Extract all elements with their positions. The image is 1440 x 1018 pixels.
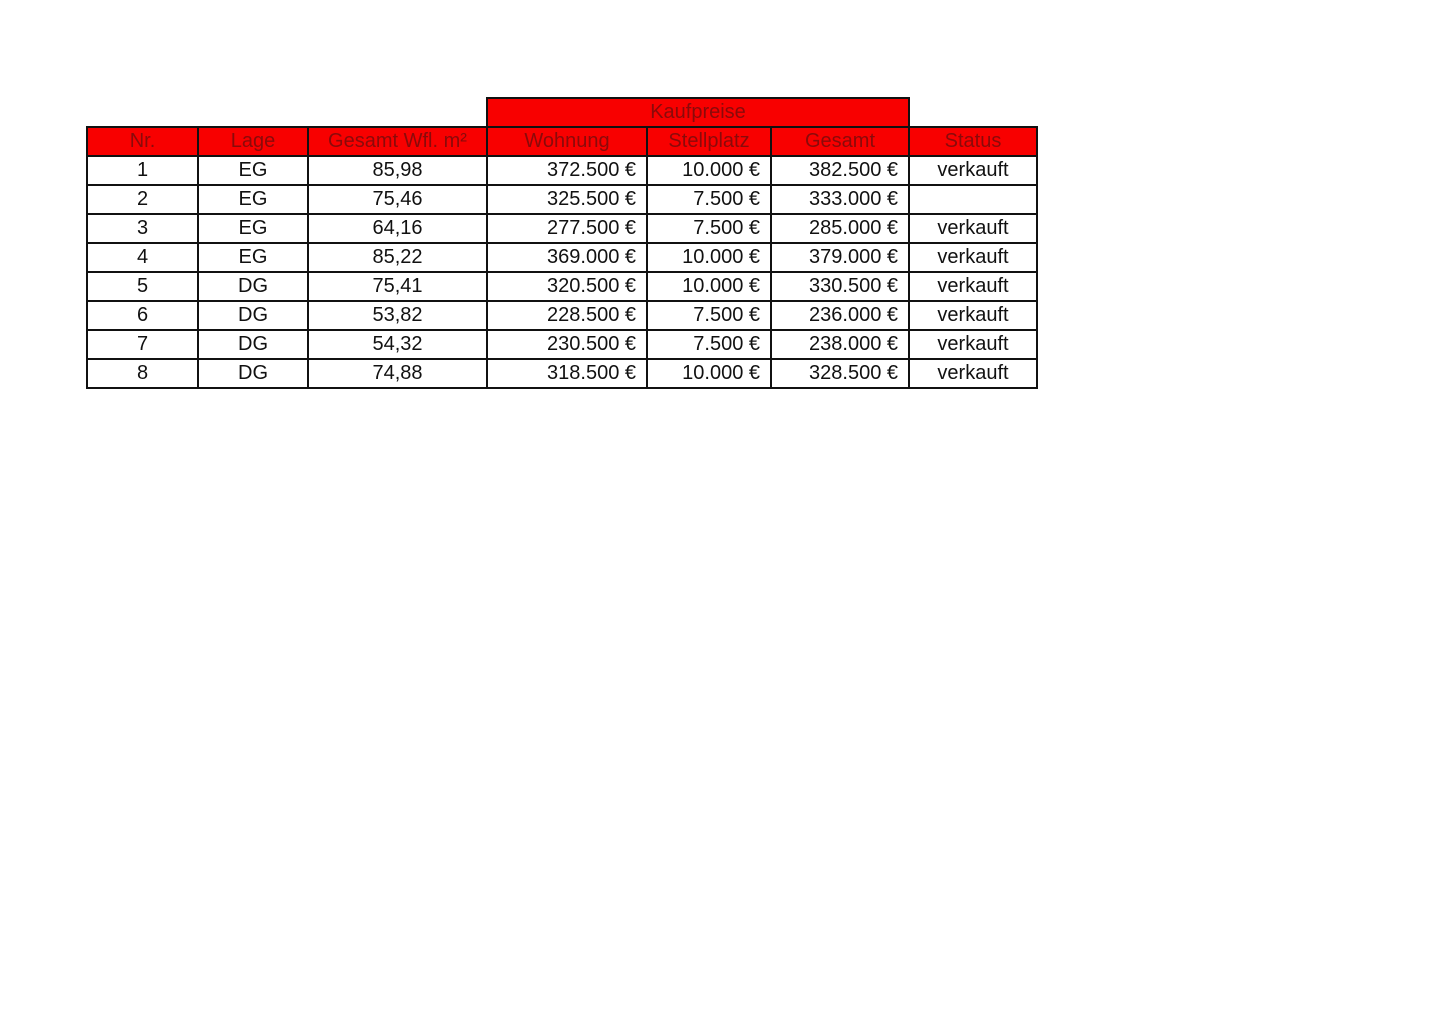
- col-header-nr: Nr.: [86, 126, 199, 157]
- cell-gesamt: 333.000 €: [770, 184, 910, 215]
- col-header-area: Gesamt Wfl. m²: [307, 126, 488, 157]
- cell-gesamt: 236.000 €: [770, 300, 910, 331]
- table-row: 4 EG 85,22 369.000 €10.000 €379.000 € verkau…: [86, 242, 1038, 273]
- cell-lage: DG: [197, 358, 309, 389]
- cell-wohnung: 228.500 €: [486, 300, 648, 331]
- cell-lage: EG: [197, 242, 309, 273]
- cell-nr: 7: [86, 329, 199, 360]
- table-row: 3 EG 64,16 277.500 €7.500 €285.000 € verkauf…: [86, 213, 1038, 244]
- cell-stellplatz: 7.500 €: [646, 213, 772, 244]
- cell-stellplatz: 10.000 €: [646, 271, 772, 302]
- cell-lage: EG: [197, 213, 309, 244]
- table-row: 1 EG 85,98 372.500 €10.000 €382.500 € verkau…: [86, 155, 1038, 186]
- cell-lage: DG: [197, 329, 309, 360]
- table-row: 5 DG 75,41 320.500 €10.000 €330.500 € verkau…: [86, 271, 1038, 302]
- cell-stellplatz: 7.500 €: [646, 184, 772, 215]
- cell-status: verkauft: [908, 300, 1038, 331]
- group-header-kaufpreise: Kaufpreise: [486, 97, 910, 128]
- cell-wohnung: 369.000 €: [486, 242, 648, 273]
- cell-status: verkauft: [908, 155, 1038, 186]
- cell-gesamt: 330.500 €: [770, 271, 910, 302]
- cell-gesamt: 238.000 €: [770, 329, 910, 360]
- cell-wohnung: 320.500 €: [486, 271, 648, 302]
- cell-lage: EG: [197, 184, 309, 215]
- price-table: Kaufpreise Nr. Lage Gesamt Wfl. m² Wohnu…: [86, 97, 1038, 389]
- cell-area: 85,98: [307, 155, 488, 186]
- cell-area: 75,46: [307, 184, 488, 215]
- cell-status: verkauft: [908, 213, 1038, 244]
- col-header-lage: Lage: [197, 126, 309, 157]
- cell-nr: 3: [86, 213, 199, 244]
- col-header-status: Status: [908, 126, 1038, 157]
- cell-area: 64,16: [307, 213, 488, 244]
- group-header-row: Kaufpreise: [87, 97, 1037, 128]
- cell-area: 75,41: [307, 271, 488, 302]
- cell-area: 53,82: [307, 300, 488, 331]
- cell-wohnung: 325.500 €: [486, 184, 648, 215]
- cell-nr: 2: [86, 184, 199, 215]
- cell-stellplatz: 10.000 €: [646, 155, 772, 186]
- col-header-wohnung: Wohnung: [486, 126, 648, 157]
- cell-nr: 1: [86, 155, 199, 186]
- cell-lage: EG: [197, 155, 309, 186]
- cell-gesamt: 285.000 €: [770, 213, 910, 244]
- cell-area: 85,22: [307, 242, 488, 273]
- table-row: 8 DG 74,88 318.500 €10.000 €328.500 € verkau…: [86, 358, 1038, 389]
- cell-gesamt: 382.500 €: [770, 155, 910, 186]
- table-row: 6 DG 53,82 228.500 €7.500 €236.000 € verkauf…: [86, 300, 1038, 331]
- cell-stellplatz: 7.500 €: [646, 329, 772, 360]
- cell-stellplatz: 7.500 €: [646, 300, 772, 331]
- col-header-stellplatz: Stellplatz: [646, 126, 772, 157]
- cell-nr: 8: [86, 358, 199, 389]
- cell-nr: 4: [86, 242, 199, 273]
- cell-nr: 5: [86, 271, 199, 302]
- cell-area: 54,32: [307, 329, 488, 360]
- cell-wohnung: 318.500 €: [486, 358, 648, 389]
- cell-gesamt: 328.500 €: [770, 358, 910, 389]
- cell-lage: DG: [197, 300, 309, 331]
- cell-gesamt: 379.000 €: [770, 242, 910, 273]
- cell-wohnung: 372.500 €: [486, 155, 648, 186]
- cell-wohnung: 230.500 €: [486, 329, 648, 360]
- cell-status: verkauft: [908, 329, 1038, 360]
- cell-stellplatz: 10.000 €: [646, 242, 772, 273]
- cell-status: verkauft: [908, 358, 1038, 389]
- cell-status: verkauft: [908, 242, 1038, 273]
- cell-status: [908, 184, 1038, 215]
- cell-status: verkauft: [908, 271, 1038, 302]
- cell-area: 74,88: [307, 358, 488, 389]
- table-row: 7 DG 54,32 230.500 €7.500 €238.000 € verkauf…: [86, 329, 1038, 360]
- col-header-gesamt: Gesamt: [770, 126, 910, 157]
- cell-stellplatz: 10.000 €: [646, 358, 772, 389]
- header-row: Nr. Lage Gesamt Wfl. m² Wohnung Stellpla…: [86, 126, 1038, 157]
- cell-lage: DG: [197, 271, 309, 302]
- table-row: 2 EG 75,46 325.500 €7.500 €333.000 €: [86, 184, 1038, 215]
- cell-wohnung: 277.500 €: [486, 213, 648, 244]
- cell-nr: 6: [86, 300, 199, 331]
